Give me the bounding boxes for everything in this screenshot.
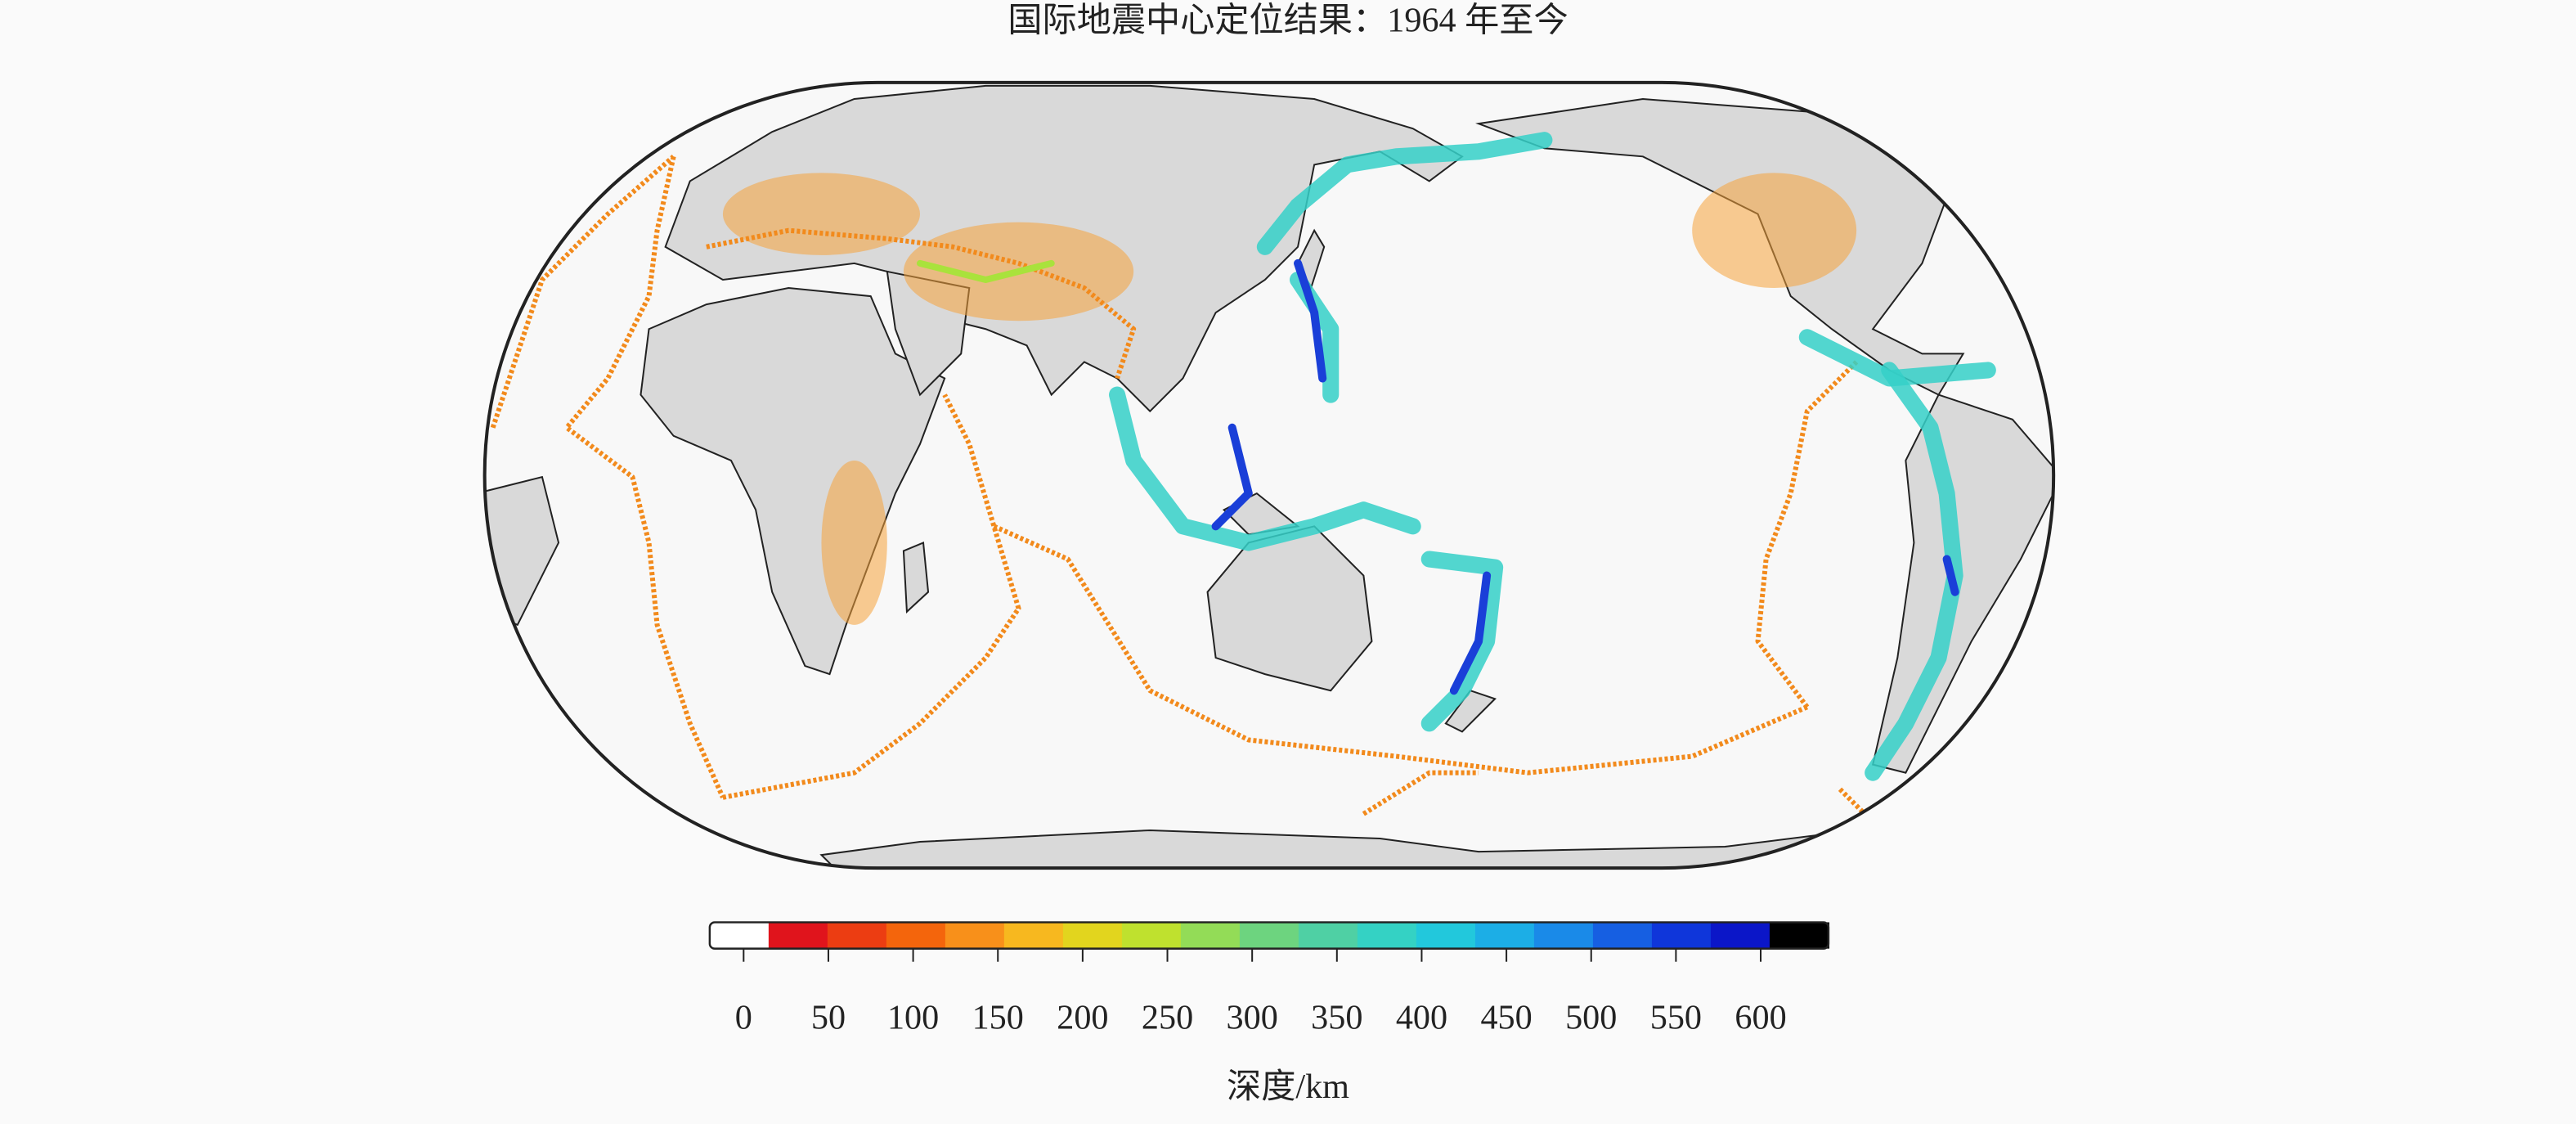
colorbar-segment — [1298, 922, 1358, 949]
colorbar-tick-label: 600 — [1735, 999, 1786, 1037]
colorbar-tick-label: 0 — [735, 999, 752, 1037]
colorbar-tick-label: 250 — [1142, 999, 1193, 1037]
colorbar-segment — [1357, 922, 1417, 949]
colorbar-segment — [1710, 922, 1770, 949]
colorbar-tick-label: 400 — [1396, 999, 1447, 1037]
colorbar-tick-label: 500 — [1565, 999, 1617, 1037]
colorbar-segment — [1769, 922, 1829, 949]
colorbar-tick-label: 300 — [1227, 999, 1278, 1037]
colorbar-segment — [768, 922, 828, 949]
ocean — [484, 82, 2054, 869]
colorbar-tick-label: 200 — [1057, 999, 1108, 1037]
colorbar-segment — [1062, 922, 1123, 949]
colorbar-segment — [1592, 922, 1653, 949]
colorbar-tick-label: 50 — [811, 999, 846, 1037]
colorbar-segment — [1121, 922, 1182, 949]
colorbar: 0 50 100 150 200 250 300 350 400 450 500 550 600 — [708, 921, 1830, 1037]
colorbar-segment — [827, 922, 887, 949]
colorbar-segment — [945, 922, 1005, 949]
map — [482, 80, 2056, 870]
colorbar-tick-label: 100 — [887, 999, 939, 1037]
colorbar-segment — [1651, 922, 1712, 949]
colorbar-segment — [1239, 922, 1299, 949]
colorbar-label: 深度/km — [1227, 1068, 1349, 1106]
colorbar-segment — [1416, 922, 1476, 949]
map-title: 国际地震中心定位结果：1964 年至今 — [1008, 1, 1568, 39]
colorbar-segment — [709, 922, 770, 949]
colorbar-segment — [1180, 922, 1241, 949]
colorbar-tick-label: 150 — [972, 999, 1024, 1037]
colorbar-tick-label: 350 — [1311, 999, 1362, 1037]
colorbar-tick-label: 550 — [1650, 999, 1702, 1037]
colorbar-segment — [1003, 922, 1064, 949]
map-frame — [482, 80, 2056, 870]
colorbar-segment — [886, 922, 946, 949]
colorbar-segment — [1474, 922, 1535, 949]
seismicity — [490, 132, 1996, 825]
colorbar-tick-label: 450 — [1480, 999, 1532, 1037]
colorbar-frame — [708, 921, 1830, 950]
colorbar-segment — [1533, 922, 1594, 949]
